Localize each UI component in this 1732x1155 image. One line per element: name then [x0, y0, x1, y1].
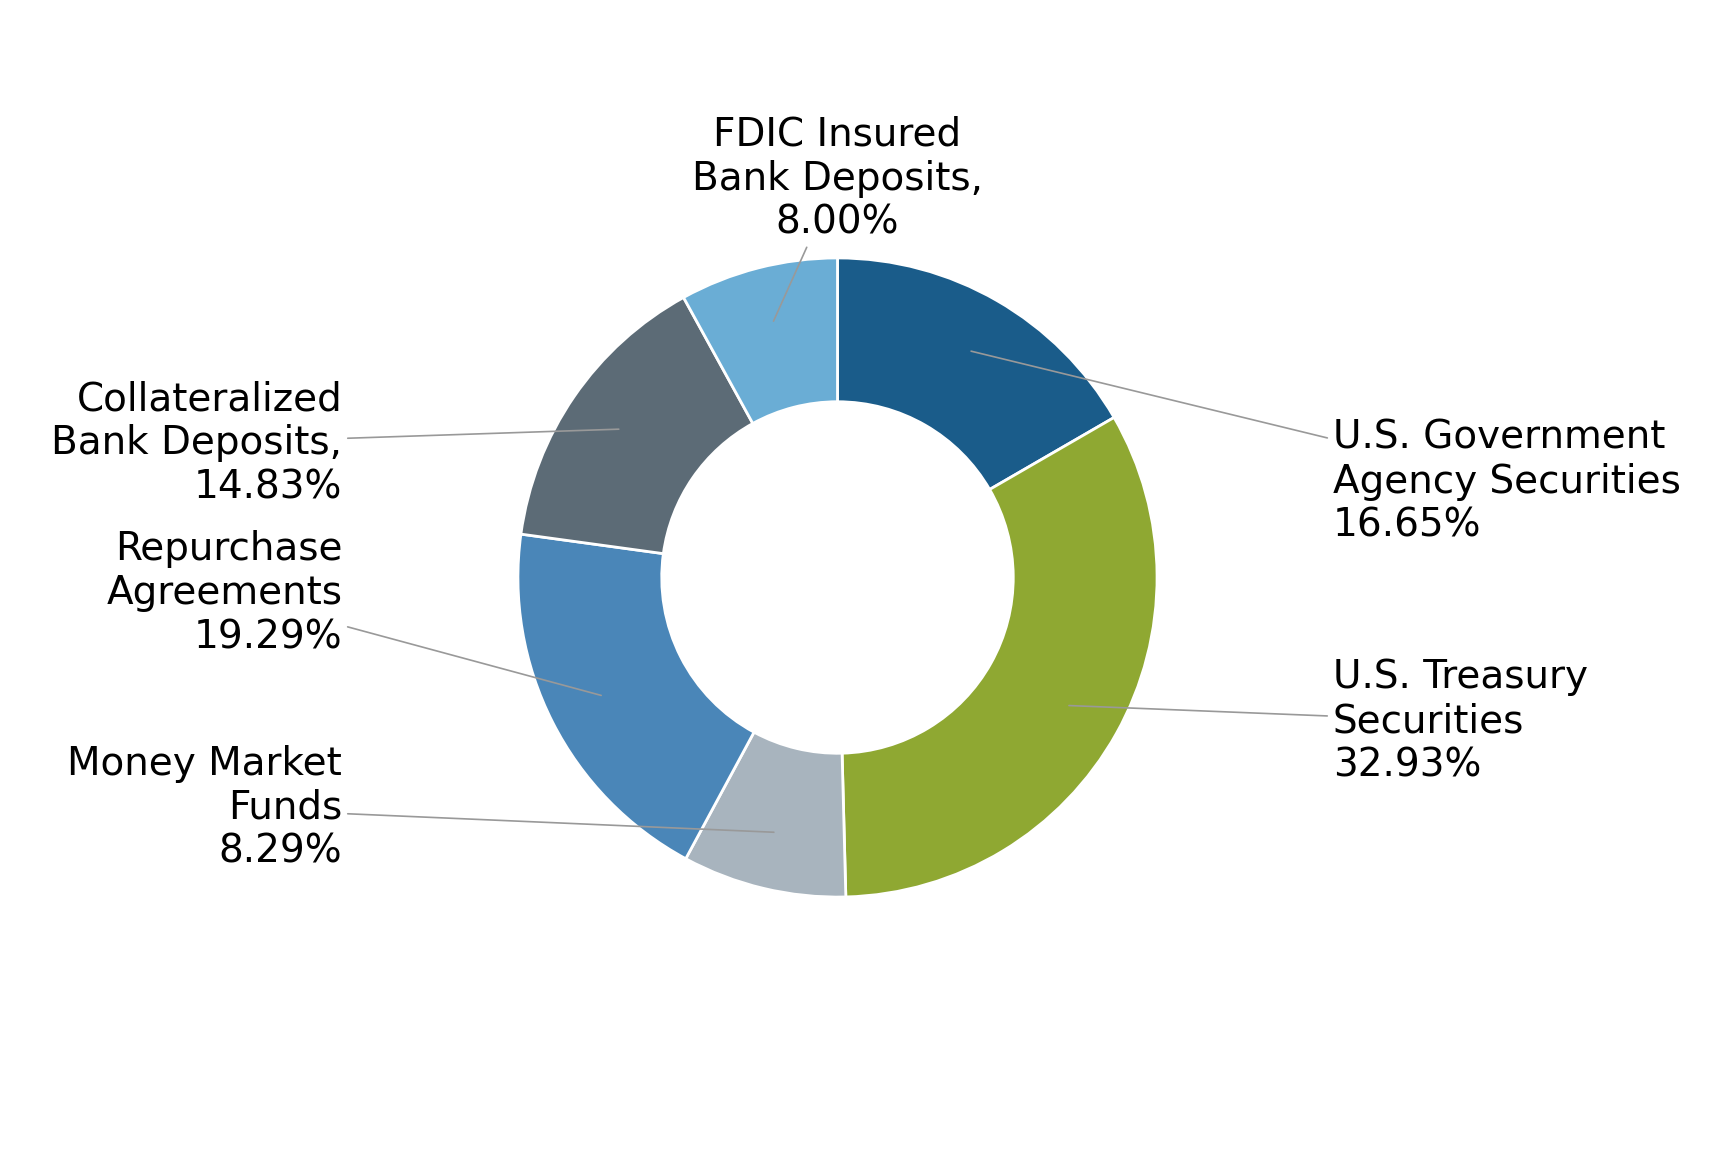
- Wedge shape: [521, 298, 753, 553]
- Wedge shape: [686, 732, 845, 897]
- Wedge shape: [842, 417, 1157, 897]
- Wedge shape: [838, 258, 1114, 490]
- Text: FDIC Insured
Bank Deposits,
8.00%: FDIC Insured Bank Deposits, 8.00%: [693, 116, 984, 321]
- Text: U.S. Government
Agency Securities
16.65%: U.S. Government Agency Securities 16.65%: [972, 351, 1680, 545]
- Text: Repurchase
Agreements
19.29%: Repurchase Agreements 19.29%: [106, 530, 601, 695]
- Wedge shape: [518, 534, 753, 858]
- Text: Collateralized
Bank Deposits,
14.83%: Collateralized Bank Deposits, 14.83%: [52, 380, 618, 506]
- Text: Money Market
Funds
8.29%: Money Market Funds 8.29%: [68, 745, 774, 871]
- Text: U.S. Treasury
Securities
32.93%: U.S. Treasury Securities 32.93%: [1069, 658, 1588, 784]
- Wedge shape: [684, 258, 838, 424]
